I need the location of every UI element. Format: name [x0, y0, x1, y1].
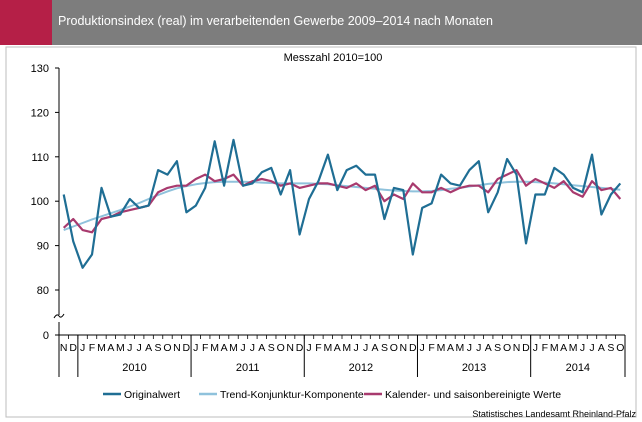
legend-label: Originalwert — [124, 389, 180, 401]
x-tick-label: S — [607, 342, 614, 354]
y-tick-label: 120 — [31, 107, 49, 119]
x-tick-label: A — [258, 342, 265, 354]
x-tick-label: M — [569, 342, 578, 354]
x-tick-label: N — [60, 342, 68, 354]
x-tick-label: S — [381, 342, 388, 354]
x-tick-label: M — [550, 342, 559, 354]
y-tick-label: 100 — [31, 196, 49, 208]
x-tick-label: S — [155, 342, 162, 354]
series-line-1 — [62, 138, 622, 269]
x-tick-label: A — [221, 342, 228, 354]
x-tick-label: A — [560, 342, 567, 354]
x-tick-label: J — [580, 342, 585, 354]
title-accent-block — [0, 0, 52, 45]
y-axis-break-mark — [53, 313, 65, 319]
x-tick-label: D — [522, 342, 530, 354]
chart-title: Messzahl 2010=100 — [284, 52, 383, 64]
x-tick-label: N — [400, 342, 408, 354]
x-tick-label: D — [183, 342, 191, 354]
y-tick-label: 90 — [37, 241, 49, 253]
year-label: 2010 — [122, 362, 146, 374]
x-tick-label: J — [80, 342, 85, 354]
x-tick-label: O — [277, 342, 285, 354]
year-label: 2013 — [462, 362, 486, 374]
y-axis: 0 80 90 100 110 120 130 — [31, 63, 65, 342]
x-tick-label: M — [116, 342, 125, 354]
x-tick-label: F — [542, 342, 548, 354]
x-tick-label: F — [202, 342, 208, 354]
x-tick-label: J — [250, 342, 255, 354]
x-tick-label: J — [533, 342, 538, 354]
x-tick-label: J — [589, 342, 594, 354]
x-tick-label: F — [315, 342, 321, 354]
x-tick-label: O — [390, 342, 398, 354]
legend-label: Kalender- und saisonbereinigte Werte — [385, 389, 561, 401]
legend-label: Trend-Konjunktur-Komponente — [220, 389, 364, 401]
x-tick-label: A — [334, 342, 341, 354]
x-tick-label: J — [354, 342, 359, 354]
x-tick-label: J — [240, 342, 245, 354]
year-label: 2012 — [349, 362, 373, 374]
x-tick-label: D — [69, 342, 77, 354]
x-tick-label: A — [598, 342, 605, 354]
x-tick-label: N — [286, 342, 294, 354]
x-tick-label: S — [268, 342, 275, 354]
x-tick-label: A — [145, 342, 152, 354]
x-tick-label: J — [306, 342, 311, 354]
x-tick-label: J — [363, 342, 368, 354]
y-tick-label: 130 — [31, 63, 49, 75]
y-tick-label: 80 — [37, 285, 49, 297]
x-tick-label: A — [107, 342, 114, 354]
x-tick-label: O — [616, 342, 624, 354]
x-tick-label: J — [193, 342, 198, 354]
x-tick-label: O — [163, 342, 171, 354]
series-layer — [62, 138, 622, 269]
year-label: 2014 — [566, 362, 590, 374]
x-tick-label: J — [420, 342, 425, 354]
x-tick-label: N — [173, 342, 181, 354]
title-bar: Produktionsindex (real) im verarbeitende… — [0, 0, 642, 45]
x-tick-label: M — [437, 342, 446, 354]
x-tick-label: A — [372, 342, 379, 354]
chart-border — [5, 46, 637, 418]
x-tick-label: J — [127, 342, 132, 354]
y-tick-label: 0 — [43, 330, 49, 342]
x-tick-label: F — [89, 342, 95, 354]
page-title: Produktionsindex (real) im verarbeitende… — [58, 14, 493, 28]
x-tick-label: S — [494, 342, 501, 354]
series-line-3 — [62, 168, 622, 234]
x-tick-label: D — [409, 342, 417, 354]
x-tick-label: J — [476, 342, 481, 354]
x-tick-label: D — [296, 342, 304, 354]
source-note: Statistisches Landesamt Rheinland-Pfalz — [472, 409, 636, 419]
x-tick-label: M — [456, 342, 465, 354]
x-tick-label: M — [210, 342, 219, 354]
year-label: 2011 — [236, 362, 260, 374]
x-tick-label: J — [467, 342, 472, 354]
x-tick-label: N — [513, 342, 521, 354]
x-tick-label: A — [485, 342, 492, 354]
legend: Originalwert Trend-Konjunktur-Komponente K… — [103, 389, 561, 401]
x-tick-label: M — [97, 342, 106, 354]
x-tick-label: O — [503, 342, 511, 354]
y-tick-label: 110 — [31, 152, 49, 164]
x-tick-label: F — [428, 342, 434, 354]
x-tick-label: M — [229, 342, 238, 354]
x-tick-label: M — [342, 342, 351, 354]
x-tick-label: A — [447, 342, 454, 354]
x-tick-label: J — [137, 342, 142, 354]
x-tick-label: M — [323, 342, 332, 354]
